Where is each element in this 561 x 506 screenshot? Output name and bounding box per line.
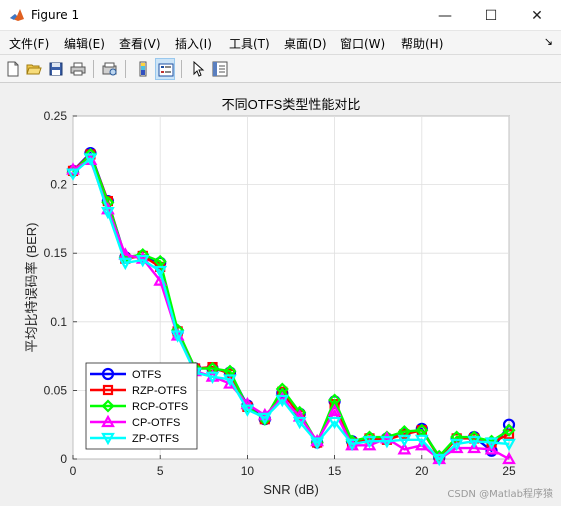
legend-entry: RZP-OTFS [132,385,187,397]
print-icon[interactable] [68,58,88,80]
legend-marker [102,384,114,396]
data-point [101,206,115,220]
menu-help[interactable]: 帮助(H) [401,37,444,51]
data-point [502,438,516,452]
y-tick-label: 0.05 [44,383,68,397]
legend-entry: CP-OTFS [132,417,180,429]
y-tick-label: 0.15 [44,246,68,260]
legend-marker [101,414,115,428]
data-point [362,436,377,449]
maximize-button[interactable]: ☐ [484,7,498,24]
menu-file[interactable]: 文件(F) [9,37,50,51]
legend-marker [101,367,115,381]
data-point [170,330,185,343]
menu-desktop[interactable]: 桌面(D) [284,37,327,51]
y-tick-label: 0.2 [50,178,67,192]
menu-edit[interactable]: 编辑(E) [64,37,105,51]
close-button[interactable]: ✕ [531,7,543,24]
open-file-icon[interactable] [24,58,44,80]
data-point [414,438,429,451]
print-preview-icon[interactable] [100,58,120,80]
ber-chart: 0 5 10 15 20 25 0 0.05 0.1 0.15 0.2 0.25 OTFS RZP-OT… [24,97,516,497]
data-point [275,394,290,408]
data-point [66,168,80,181]
data-point [467,436,481,449]
legend-icon[interactable] [155,58,175,80]
data-point [449,438,464,452]
x-tick-label: 25 [502,464,516,478]
menu-window[interactable]: 窗口(W) [340,37,386,51]
data-point [135,251,150,264]
data-point [275,391,290,404]
matlab-icon [9,7,25,23]
save-icon[interactable] [46,58,66,80]
axis-ticks: 0 5 10 15 20 25 0 0.05 0.1 0.15 0.2 0.25 [44,109,516,478]
window-titlebar: Figure 1 — ☐ ✕ [0,0,561,31]
data-point [467,440,481,454]
chart-title: 不同OTFS类型性能对比 [222,97,361,112]
data-point [292,416,307,430]
y-tick-label: 0.1 [50,315,67,329]
data-point [397,434,412,448]
series-zp-otfs [66,153,516,467]
data-point [362,438,377,451]
legend-entry: RCP-OTFS [132,401,188,413]
toolbar [0,55,561,83]
legend-marker [101,432,115,446]
series-lines [66,146,516,467]
menu-bar: 文件(F) 编辑(E) 查看(V) 插入(I) 工具(T) 桌面(D) 窗口(W… [0,31,561,55]
window-title: Figure 1 [31,8,80,22]
data-point [153,265,168,279]
data-point [310,437,325,450]
x-axis-label: SNR (dB) [263,482,319,497]
data-point [502,423,516,437]
toolbar-separator [125,60,126,78]
menu-view[interactable]: 查看(V) [119,37,161,51]
toolbar-separator [181,60,182,78]
menu-insert[interactable]: 插入(I) [175,37,212,51]
data-point [414,434,429,448]
data-point [223,374,237,387]
minimize-button[interactable]: — [438,7,452,24]
menu-tools[interactable]: 工具(T) [229,37,270,51]
data-point [380,436,394,449]
new-figure-icon[interactable] [3,58,23,80]
data-point [345,438,359,452]
legend-marker [101,399,115,413]
pointer-icon[interactable] [188,58,208,80]
menu-overflow-icon[interactable]: ↘ [543,35,553,48]
data-point [327,416,342,430]
x-tick-label: 15 [328,464,342,478]
legend: OTFS RZP-OTFS RCP-OTFS CP-OTFS ZP-OTFS [85,362,198,450]
x-tick-label: 10 [241,464,255,478]
x-tick-label: 0 [70,464,77,478]
y-tick-label: 0 [60,452,67,466]
data-point [135,254,150,268]
colorbar-icon[interactable] [133,58,153,80]
watermark: CSDN @Matlab程序猿 [447,489,553,500]
data-point [399,429,410,440]
data-point [327,403,342,417]
legend-entry: OTFS [132,369,161,381]
y-axis-label: 平均比特误码率 (BER) [24,222,39,352]
toolbar-separator [93,60,94,78]
data-point [484,442,499,455]
data-point [257,412,272,426]
data-point [118,257,133,271]
data-point [502,451,516,465]
data-point [397,442,412,455]
data-point [240,404,255,417]
y-tick-label: 0.25 [44,109,68,123]
data-point [83,153,98,166]
data-point [484,437,499,450]
x-tick-label: 5 [157,464,164,478]
data-point [432,453,447,467]
property-inspector-icon[interactable] [210,58,230,80]
x-tick-label: 20 [415,464,429,478]
legend-entry: ZP-OTFS [132,433,179,445]
data-point [205,371,220,384]
